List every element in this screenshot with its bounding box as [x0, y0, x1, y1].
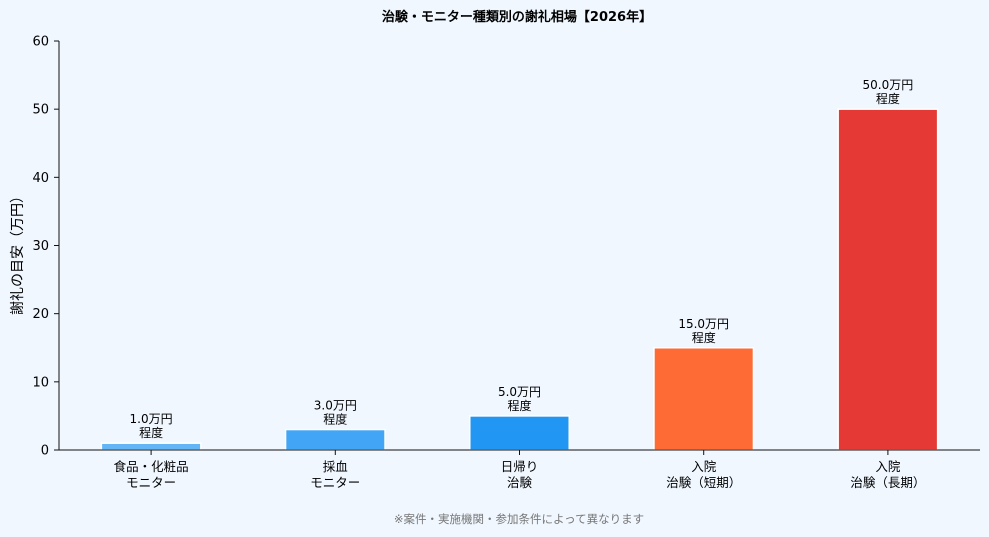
x-tick-label-line: 日帰り	[501, 459, 539, 474]
x-tick-label-line: 採血	[323, 459, 348, 474]
bar	[284, 428, 386, 451]
y-axis-label: 謝礼の目安（万円）	[10, 189, 26, 315]
data-label: 15.0万円程度	[678, 317, 729, 345]
data-label-line: 程度	[692, 330, 716, 345]
data-label-line: 3.0万円	[314, 399, 357, 413]
bar	[100, 442, 202, 451]
y-tick-label: 40	[32, 171, 49, 186]
data-label-line: 程度	[139, 425, 163, 440]
data-label-line: 5.0万円	[498, 385, 541, 399]
data-label: 50.0万円程度	[863, 78, 914, 106]
data-label: 1.0万円程度	[130, 412, 173, 440]
footnote: ※案件・実施機関・参加条件によって異なります	[394, 512, 644, 526]
x-tick-label-line: 食品・化粧品	[114, 459, 189, 474]
x-tick-label: 入院治験（短期）	[666, 459, 741, 490]
y-tick-label: 30	[32, 239, 49, 254]
x-tick-label-line: 治験（短期）	[666, 475, 741, 490]
chart-title: 治験・モニター種類別の謝礼相場【2026年】	[382, 9, 652, 25]
bars	[100, 108, 939, 451]
y-tick-label: 60	[32, 35, 49, 50]
y-tick-label: 20	[32, 307, 49, 322]
data-label: 5.0万円程度	[498, 385, 541, 413]
x-tick-label-line: モニター	[310, 475, 360, 490]
x-tick-label: 日帰り治験	[501, 459, 539, 490]
y-tick-label: 50	[32, 103, 49, 118]
data-label-line: 程度	[323, 412, 347, 427]
x-tick-label-line: 治験（長期）	[850, 475, 925, 490]
x-tick-label: 食品・化粧品モニター	[114, 459, 189, 490]
bar	[469, 415, 570, 451]
data-label-line: 50.0万円	[863, 78, 914, 92]
bar	[837, 108, 939, 451]
data-label-line: 程度	[507, 398, 531, 413]
x-tick-label: 採血モニター	[310, 459, 360, 490]
data-label: 3.0万円程度	[314, 399, 357, 427]
bar	[653, 347, 755, 451]
data-label-line: 程度	[876, 91, 900, 106]
x-tick-label-line: 入院	[875, 459, 901, 474]
x-tick-label-line: 治験	[507, 475, 533, 490]
y-axis-ticks: 0 10 20 30 40 50 60	[32, 35, 59, 459]
y-tick-label: 10	[32, 375, 49, 390]
y-tick-label: 0	[41, 444, 49, 459]
x-tick-label-line: モニター	[126, 475, 176, 490]
data-label-line: 1.0万円	[130, 412, 173, 426]
data-label-line: 15.0万円	[678, 317, 729, 331]
x-tick-label-line: 入院	[691, 459, 717, 474]
x-tick-label: 入院治験（長期）	[850, 459, 925, 490]
